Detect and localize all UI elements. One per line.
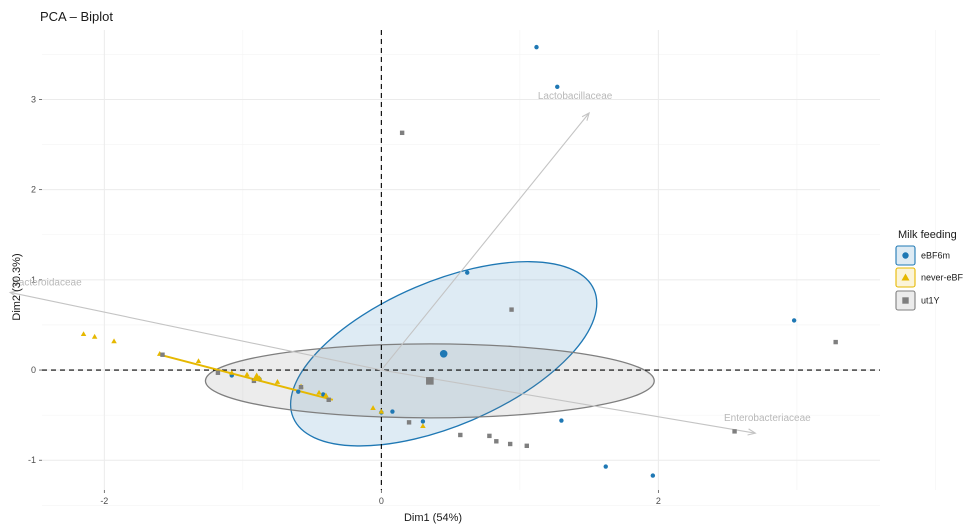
point-ut1Y bbox=[487, 433, 492, 439]
point-never-eBF bbox=[316, 389, 322, 395]
never-eBF-trend-line bbox=[159, 353, 334, 401]
point-ut1Y bbox=[298, 384, 304, 390]
grid-minor bbox=[42, 30, 936, 506]
x-tick-label: 2 bbox=[656, 496, 661, 506]
vector-arrowhead bbox=[8, 290, 19, 298]
x-axis-title: Dim1 (54%) bbox=[404, 512, 462, 524]
vector-arrowhead bbox=[581, 111, 591, 121]
y-tick-label: 0 bbox=[31, 365, 36, 375]
vector-label: Enterobacteriaceae bbox=[724, 413, 811, 424]
centroid-never-eBF bbox=[251, 372, 262, 381]
confidence-ellipses bbox=[204, 261, 655, 447]
legend-marker-eBF6m bbox=[902, 252, 909, 259]
point-eBF6m bbox=[534, 44, 539, 50]
y-tick-label: -1 bbox=[28, 455, 36, 465]
point-ut1Y bbox=[507, 441, 513, 447]
point-never-eBF bbox=[244, 371, 250, 377]
vector-label: Lactobacillaceae bbox=[538, 91, 613, 102]
point-ut1Y bbox=[406, 420, 412, 425]
reference-lines bbox=[42, 30, 880, 490]
point-never-eBF bbox=[80, 331, 87, 337]
legend-marker-never-eBF bbox=[901, 273, 910, 281]
data-points bbox=[80, 44, 838, 478]
point-ut1Y bbox=[524, 443, 529, 449]
point-never-eBF bbox=[229, 369, 235, 375]
centroid-eBF6m bbox=[439, 350, 448, 358]
legend-title: Milk feeding bbox=[898, 229, 957, 241]
point-never-eBF bbox=[274, 379, 281, 384]
point-eBF6m bbox=[650, 473, 656, 478]
point-ut1Y bbox=[458, 432, 463, 438]
point-eBF6m bbox=[420, 419, 426, 424]
y-tick-label: 2 bbox=[31, 185, 36, 195]
y-tick-label: 1 bbox=[31, 275, 36, 285]
vector-label: Bacteroidaceae bbox=[12, 277, 82, 288]
legend-marker-ut1Y bbox=[902, 297, 909, 304]
point-eBF6m bbox=[465, 270, 470, 275]
legend-label: eBF6m bbox=[921, 251, 950, 261]
point-ut1Y bbox=[494, 439, 499, 444]
point-never-eBF bbox=[111, 338, 117, 344]
point-never-eBF bbox=[91, 333, 98, 339]
variable-vectors: Lactobacillaceae Bacteroidaceae Enterobact… bbox=[8, 91, 811, 436]
point-eBF6m bbox=[603, 464, 608, 469]
vector-arrowhead bbox=[747, 428, 757, 436]
point-ut1Y bbox=[399, 130, 405, 136]
x-tick-label: 0 bbox=[379, 496, 384, 506]
point-ut1Y bbox=[326, 397, 331, 403]
centroid-ut1Y bbox=[426, 377, 434, 385]
axis-ticks: -2 0 2 -1 0 1 2 3 bbox=[28, 94, 661, 506]
point-ut1Y bbox=[732, 429, 737, 434]
point-eBF6m bbox=[791, 318, 797, 323]
vector-Lactobacillaceae bbox=[380, 112, 590, 371]
chart-title: PCA – Biplot bbox=[40, 9, 113, 24]
point-never-eBF bbox=[378, 408, 385, 414]
legend-label: ut1Y bbox=[921, 296, 940, 306]
group-centroids bbox=[251, 350, 448, 385]
point-ut1Y bbox=[215, 370, 221, 375]
point-ut1Y bbox=[833, 339, 838, 345]
point-eBF6m bbox=[296, 389, 301, 394]
legend-label: never-eBF bbox=[921, 273, 963, 283]
legend: Milk feeding eBF6m never-eBF ut1Y bbox=[895, 229, 963, 311]
point-never-eBF bbox=[370, 405, 376, 410]
point-eBF6m bbox=[555, 84, 560, 90]
point-never-eBF bbox=[195, 358, 202, 364]
point-never-eBF bbox=[323, 392, 329, 398]
point-ut1Y bbox=[160, 352, 165, 357]
vector-Bacteroidaceae bbox=[10, 291, 382, 371]
y-axis-title: Dim2 (30.3%) bbox=[11, 253, 23, 320]
point-ut1Y bbox=[509, 307, 514, 312]
point-never-eBF bbox=[420, 423, 426, 429]
point-eBF6m bbox=[559, 418, 564, 423]
vector-Enterobacteriaceae bbox=[381, 369, 756, 434]
x-tick-label: -2 bbox=[100, 496, 108, 506]
point-eBF6m bbox=[390, 409, 395, 414]
y-tick-label: 3 bbox=[31, 94, 36, 104]
point-ut1Y bbox=[251, 378, 257, 384]
